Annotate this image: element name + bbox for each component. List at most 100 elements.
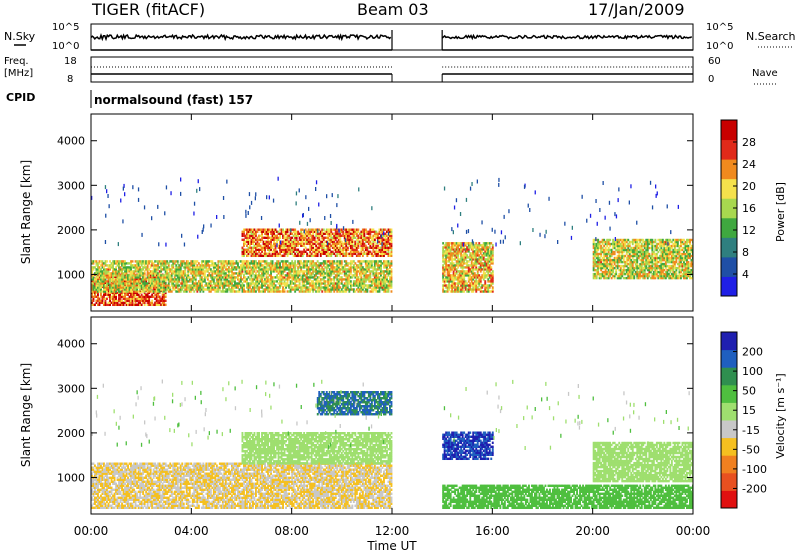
heatmap-cell xyxy=(164,264,167,267)
heatmap-cell xyxy=(387,252,390,256)
heatmap-cell xyxy=(264,244,266,248)
heatmap-cell xyxy=(291,264,294,267)
heatmap-cell xyxy=(309,240,312,244)
heatmap-cell xyxy=(131,295,134,299)
heatmap-cell xyxy=(381,246,384,250)
heatmap-cell xyxy=(325,254,328,258)
heatmap-cell xyxy=(442,248,445,251)
heatmap-cell xyxy=(370,254,373,258)
heatmap-cell xyxy=(226,282,229,285)
heatmap-cell xyxy=(349,252,352,256)
heatmap-cell xyxy=(318,234,321,238)
heatmap-cell xyxy=(460,244,463,247)
heatmap-cell xyxy=(473,258,476,261)
heatmap-cell xyxy=(345,288,348,291)
heatmap-cell xyxy=(262,244,265,248)
heatmap-cell xyxy=(375,260,378,263)
heatmap-cell xyxy=(173,270,176,273)
heatmap-cell xyxy=(95,284,98,287)
heatmap-cell xyxy=(146,291,149,295)
heatmap-cell xyxy=(455,242,458,245)
heatmap-cell xyxy=(328,244,331,248)
heatmap-cell xyxy=(130,280,132,283)
heatmap-cell xyxy=(306,280,309,283)
heatmap-cell xyxy=(346,280,349,283)
heatmap-cell xyxy=(163,264,166,267)
heatmap-cell xyxy=(291,252,294,256)
heatmap-cell xyxy=(324,244,327,248)
heatmap-cell xyxy=(116,276,119,279)
heatmap-cell xyxy=(158,266,161,269)
heatmap-cell xyxy=(259,228,262,231)
heatmap-cell xyxy=(457,290,460,293)
heatmap-cell xyxy=(244,236,247,240)
heatmap-cell xyxy=(336,278,339,281)
heatmap-cell xyxy=(282,250,284,254)
heatmap-cell xyxy=(274,266,277,269)
heatmap-cell xyxy=(279,286,281,289)
heatmap-cell xyxy=(309,274,312,277)
heatmap-cell xyxy=(104,276,107,279)
heatmap-cell xyxy=(279,276,281,279)
heatmap-cell xyxy=(448,266,451,269)
heatmap-cell xyxy=(340,288,343,291)
heatmap-cell xyxy=(346,268,349,271)
heatmap-cell xyxy=(250,282,253,285)
heatmap-cell xyxy=(443,266,446,269)
heatmap-cell xyxy=(363,260,366,263)
heatmap-cell xyxy=(297,276,300,279)
heatmap-cell xyxy=(327,232,330,236)
heatmap-cell xyxy=(343,228,346,231)
heatmap-cell xyxy=(205,264,208,267)
heatmap-cell xyxy=(246,234,248,238)
heatmap-cell xyxy=(445,268,448,271)
heatmap-cell xyxy=(133,282,135,285)
heatmap-cell xyxy=(452,250,455,253)
heatmap-cell xyxy=(249,270,251,273)
heatmap-cell xyxy=(295,234,298,238)
heatmap-cell xyxy=(295,288,298,291)
heatmap-cell xyxy=(301,262,304,265)
heatmap-cell xyxy=(463,248,466,251)
heatmap-cell xyxy=(267,280,269,283)
heatmap-cell xyxy=(485,248,488,251)
heatmap-cell xyxy=(100,270,102,273)
heatmap-cell xyxy=(228,276,230,279)
heatmap-cell xyxy=(196,282,199,285)
heatmap-cell xyxy=(315,282,318,285)
heatmap-cell xyxy=(387,250,390,254)
heatmap-cell xyxy=(188,280,191,283)
heatmap-cell xyxy=(485,242,488,245)
heatmap-cell xyxy=(357,260,360,263)
heatmap-cell xyxy=(361,272,364,275)
heatmap-cell xyxy=(184,282,187,285)
heatmap-cell xyxy=(172,280,175,283)
heatmap-cell xyxy=(386,278,388,281)
heatmap-cell xyxy=(270,232,272,236)
heatmap-cell xyxy=(238,290,241,293)
heatmap-cell xyxy=(475,280,478,283)
heatmap-cell xyxy=(200,282,203,285)
heatmap-cell xyxy=(383,250,385,254)
heatmap-cell xyxy=(352,288,355,291)
heatmap-cell xyxy=(491,286,494,289)
heatmap-cell xyxy=(98,275,101,279)
heatmap-cell xyxy=(380,266,382,269)
heatmap-cell xyxy=(361,252,364,256)
heatmap-cell xyxy=(373,238,376,242)
heatmap-cell xyxy=(455,282,458,285)
heatmap-cell xyxy=(389,246,391,250)
heatmap-cell xyxy=(285,236,287,240)
heatmap-cell xyxy=(372,260,375,263)
heatmap-cell xyxy=(194,284,197,287)
heatmap-cell xyxy=(172,270,175,273)
heatmap-cell xyxy=(264,250,266,254)
heatmap-cell xyxy=(372,280,375,283)
heatmap-cell xyxy=(118,291,120,295)
heatmap-cell xyxy=(370,260,373,263)
heatmap-cell xyxy=(478,244,481,247)
heatmap-cell xyxy=(485,284,488,287)
heatmap-cell xyxy=(446,268,449,271)
heatmap-cell xyxy=(352,274,355,277)
heatmap-cell xyxy=(386,260,388,263)
